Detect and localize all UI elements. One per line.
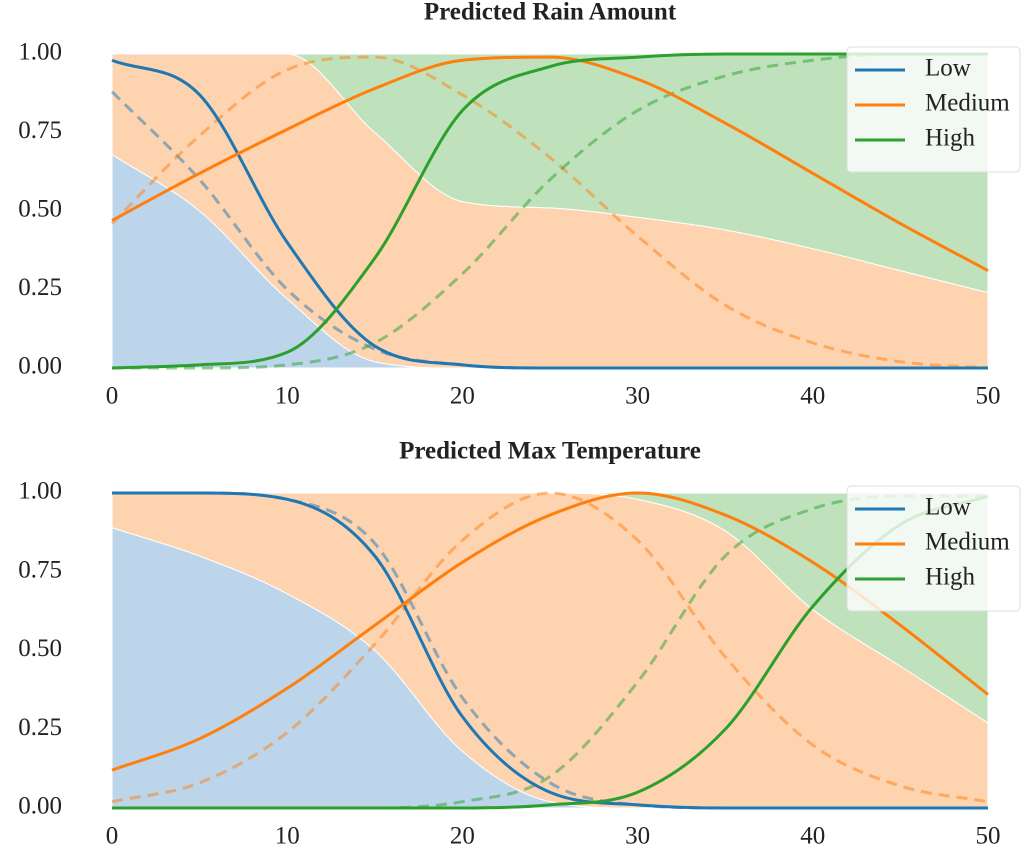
line [111, 491, 989, 772]
x-tick-label: 20 [450, 823, 475, 850]
legend-label: Low [925, 494, 971, 521]
y-tick-label: 0.75 [18, 556, 62, 583]
subplot: Predicted Rain Amount 0.00 0.25 0.50 0.75 1.0… [18, 0, 1021, 410]
x-tick-label: 10 [275, 823, 300, 850]
legend-label: High [925, 125, 976, 152]
legend-label: Medium [925, 90, 1010, 117]
dashed-line [111, 491, 989, 804]
x-tick-label: 0 [106, 383, 119, 410]
x-tick-label: 30 [625, 383, 650, 410]
dashed-line [112, 52, 988, 370]
line [111, 494, 989, 810]
stacked-area [111, 492, 989, 724]
y-tick-label: 0.50 [18, 635, 62, 662]
x-tick-label: 20 [450, 383, 475, 410]
y-tick-label: 1.00 [18, 39, 62, 66]
x-tick-label: 40 [800, 383, 825, 410]
y-tick-label: 0.25 [18, 714, 62, 741]
y-tick-label: 0.00 [18, 793, 62, 820]
y-tick-label: 0.25 [18, 274, 62, 301]
y-tick-label: 1.00 [18, 478, 62, 505]
x-tick-label: 0 [106, 823, 119, 850]
x-tick-label: 40 [800, 823, 825, 850]
chart-title: Predicted Max Temperature [399, 438, 701, 465]
chart-title: Predicted Rain Amount [424, 0, 677, 26]
subplot: Predicted Max Temperature 0.00 0.25 0.50 0.7… [18, 438, 1021, 850]
stacked-area [111, 53, 989, 294]
legend-label: Low [925, 55, 971, 82]
x-tick-label: 50 [976, 383, 1001, 410]
x-tick-label: 10 [275, 383, 300, 410]
line [111, 52, 988, 370]
y-tick-label: 0.50 [18, 196, 62, 223]
x-tick-label: 30 [625, 823, 650, 850]
dashed-line [110, 55, 989, 370]
legend: Low Medium High [846, 485, 1021, 612]
line [111, 491, 988, 810]
legend-label: Medium [925, 529, 1010, 556]
legend: Low Medium High [846, 46, 1021, 173]
y-tick-label: 0.75 [18, 117, 62, 144]
line [111, 58, 988, 370]
line [111, 55, 989, 272]
x-tick-label: 50 [976, 823, 1001, 850]
legend-label: High [925, 564, 976, 591]
y-tick-label: 0.00 [18, 353, 62, 380]
